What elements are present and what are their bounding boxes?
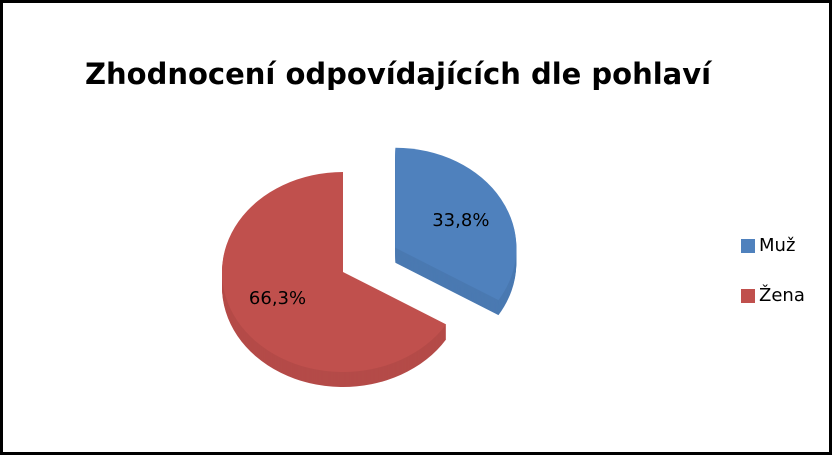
slice (395, 147, 517, 301)
legend-label: Žena (759, 284, 805, 306)
legend-swatch (741, 239, 755, 253)
legend-label: Muž (759, 235, 795, 256)
data-label: 33,8% (432, 210, 489, 231)
legend-swatch (741, 289, 755, 303)
data-label: 66,3% (249, 288, 306, 309)
slice (222, 172, 447, 372)
chart-title: Zhodnocení odpovídajících dle pohlaví (85, 57, 713, 91)
